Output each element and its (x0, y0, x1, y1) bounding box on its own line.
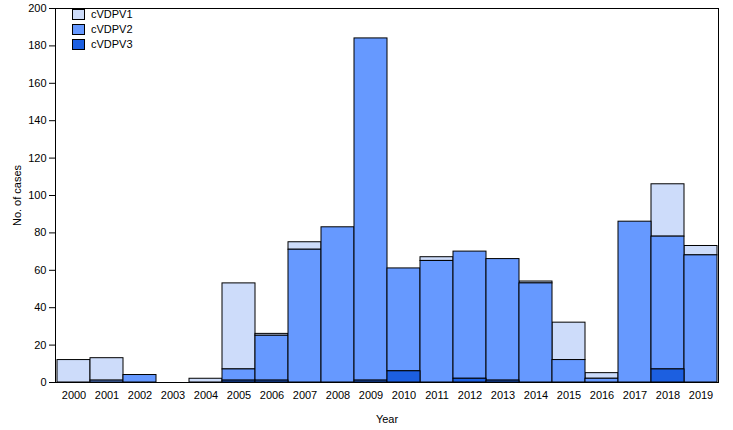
svg-text:2008: 2008 (326, 389, 350, 401)
svg-text:2004: 2004 (194, 389, 218, 401)
svg-text:2003: 2003 (161, 389, 185, 401)
html-text:cVDPV3: cVDPV3 (91, 38, 133, 50)
svg-text:2015: 2015 (557, 389, 581, 401)
svg-text:2016: 2016 (590, 389, 614, 401)
svg-text:160: 160 (28, 77, 46, 89)
svg-text:2001: 2001 (95, 389, 119, 401)
svg-text:2017: 2017 (623, 389, 647, 401)
svg-text:2018: 2018 (656, 389, 680, 401)
svg-text:20: 20 (34, 339, 46, 351)
svg-text:2019: 2019 (689, 389, 713, 401)
svg-text:200: 200 (28, 2, 46, 14)
svg-text:180: 180 (28, 39, 46, 51)
svg-text:2006: 2006 (260, 389, 284, 401)
svg-text:2012: 2012 (458, 389, 482, 401)
svg-text:Year: Year (376, 413, 399, 425)
svg-text:2010: 2010 (392, 389, 416, 401)
svg-text:80: 80 (34, 226, 46, 238)
svg-text:2011: 2011 (425, 389, 449, 401)
svg-text:2002: 2002 (128, 389, 152, 401)
svg-text:2013: 2013 (491, 389, 515, 401)
svg-text:2009: 2009 (359, 389, 383, 401)
html-text:cVDPV2: cVDPV2 (91, 23, 133, 35)
svg-text:60: 60 (34, 264, 46, 276)
svg-text:120: 120 (28, 152, 46, 164)
svg-text:2000: 2000 (62, 389, 86, 401)
svg-text:No. of cases: No. of cases (11, 164, 23, 226)
svg-text:40: 40 (34, 301, 46, 313)
svg-text:2007: 2007 (293, 389, 317, 401)
svg-text:140: 140 (28, 114, 46, 126)
svg-text:2014: 2014 (524, 389, 548, 401)
svg-text:0: 0 (40, 376, 46, 388)
svg-text:2005: 2005 (227, 389, 251, 401)
html-text:cVDPV1: cVDPV1 (91, 8, 133, 20)
svg-text:100: 100 (28, 189, 46, 201)
